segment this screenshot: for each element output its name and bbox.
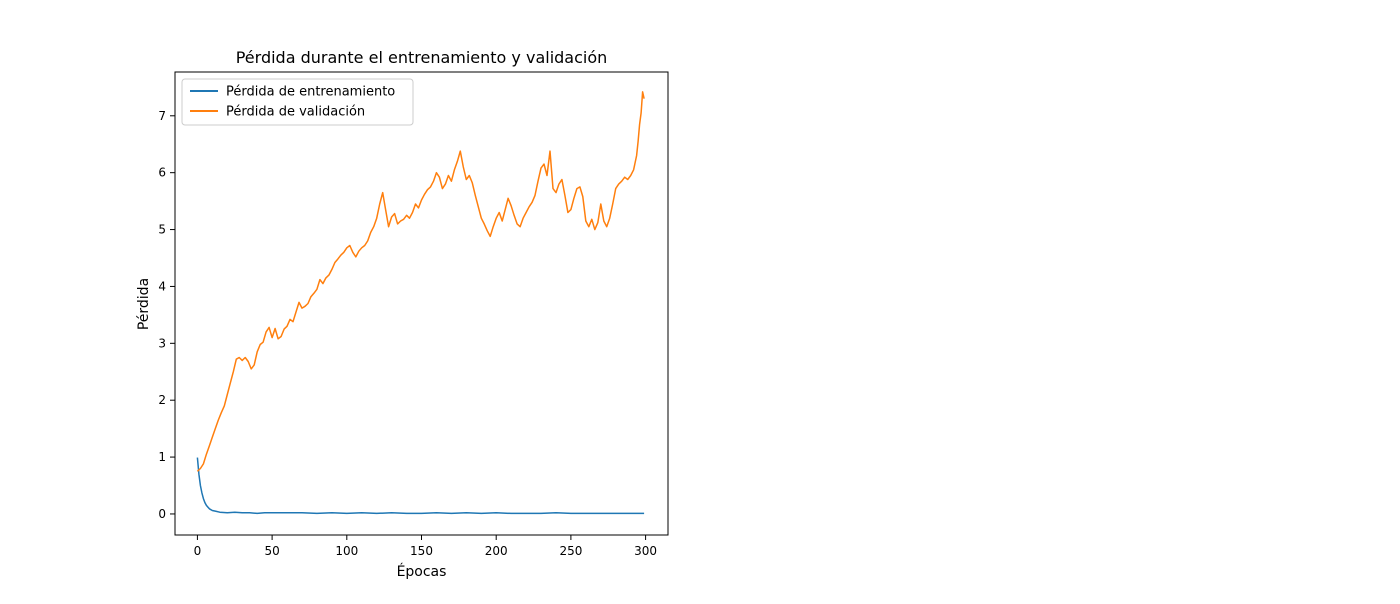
- chart-title: Pérdida durante el entrenamiento y valid…: [236, 48, 608, 67]
- x-tick-label: 300: [634, 544, 657, 558]
- y-tick-label: 7: [158, 109, 166, 123]
- y-tick-label: 5: [158, 223, 166, 237]
- x-axis: 0 50 100 150 200 250 300: [194, 535, 657, 558]
- y-axis: 0 1 2 3 4 5 6 7: [158, 109, 175, 521]
- x-tick-label: 150: [410, 544, 433, 558]
- y-axis-label: Pérdida: [136, 278, 152, 330]
- series-line-training-loss: [196, 457, 645, 515]
- legend-label: Pérdida de entrenamiento: [226, 85, 395, 100]
- legend-box: [181, 78, 414, 126]
- x-axis-label: Épocas: [397, 563, 447, 580]
- x-tick-label: 250: [559, 544, 582, 558]
- plot-frame: [174, 71, 669, 536]
- x-tick-label: 0: [194, 544, 202, 558]
- legend: Pérdida de entrenamiento Pérdida de valid…: [181, 78, 414, 126]
- series-line-validation-loss: [196, 91, 645, 472]
- y-tick-label: 4: [158, 279, 166, 293]
- y-tick-label: 3: [158, 336, 166, 350]
- y-tick-label: 0: [158, 507, 166, 521]
- series-layer: [196, 91, 645, 515]
- legend-label: Pérdida de validación: [226, 105, 365, 120]
- y-tick-label: 1: [158, 450, 166, 464]
- y-tick-label: 6: [158, 166, 166, 180]
- x-tick-label: 50: [264, 544, 279, 558]
- x-tick-label: 200: [485, 544, 508, 558]
- x-tick-label: 100: [335, 544, 358, 558]
- y-tick-label: 2: [158, 393, 166, 407]
